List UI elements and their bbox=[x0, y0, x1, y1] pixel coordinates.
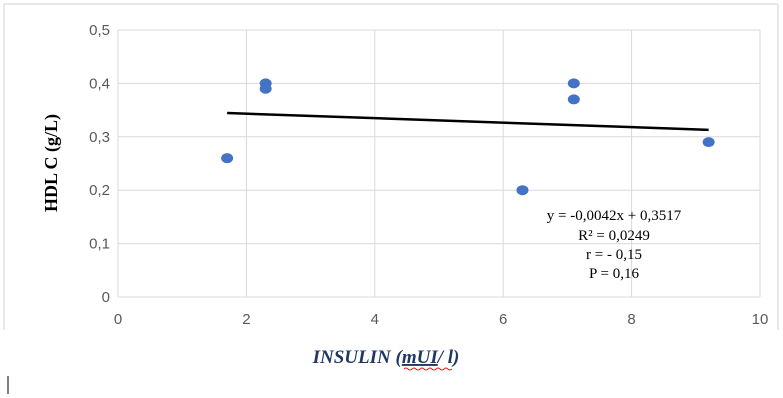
annotation-line-3: r = - 0,15 bbox=[586, 247, 642, 263]
data-point bbox=[567, 78, 580, 89]
x-tick-label: 6 bbox=[499, 311, 507, 328]
y-tick-label: 0,1 bbox=[89, 236, 110, 253]
x-tick-label: 10 bbox=[752, 311, 769, 328]
x-axis-label: INSULIN (mUI/ l) bbox=[312, 347, 460, 368]
spellcheck-underline bbox=[403, 367, 453, 371]
trendline-layer bbox=[227, 111, 709, 132]
x-axis-label-unit: mUI bbox=[402, 347, 439, 368]
x-axis-label-main: INSULIN ( bbox=[312, 347, 404, 368]
annotation-line-2: R² = 0,0249 bbox=[578, 228, 650, 244]
x-tick-label: 0 bbox=[114, 311, 122, 328]
data-point bbox=[567, 94, 580, 105]
annotation-line-4: P = 0,16 bbox=[589, 266, 639, 282]
y-tick-label: 0 bbox=[102, 289, 110, 306]
data-point bbox=[221, 153, 234, 164]
y-tick-label: 0,2 bbox=[89, 182, 110, 199]
x-tick-labels: 0 2 4 6 8 10 bbox=[114, 311, 769, 328]
x-tick-label: 2 bbox=[242, 311, 250, 328]
data-point bbox=[702, 137, 715, 148]
annotation-line-1: y = -0,0042x + 0,3517 bbox=[547, 208, 682, 224]
y-axis-label: HDL C (g/L) bbox=[41, 114, 62, 212]
data-point bbox=[259, 83, 272, 94]
gridlines bbox=[117, 29, 761, 298]
y-tick-label: 0,3 bbox=[89, 129, 110, 146]
y-tick-label: 0,5 bbox=[89, 22, 110, 39]
regression-annotation: y = -0,0042x + 0,3517 R² = 0,0249 r = - … bbox=[547, 208, 682, 282]
y-tick-labels: 0 0,1 0,2 0,3 0,4 0,5 bbox=[89, 22, 110, 306]
y-tick-label: 0,4 bbox=[89, 75, 110, 92]
data-point bbox=[516, 185, 529, 196]
x-tick-label: 8 bbox=[627, 311, 635, 328]
data-points bbox=[221, 78, 715, 196]
trendline bbox=[227, 111, 709, 132]
x-tick-label: 4 bbox=[371, 311, 379, 328]
x-axis-label-tail: / l) bbox=[436, 347, 460, 368]
